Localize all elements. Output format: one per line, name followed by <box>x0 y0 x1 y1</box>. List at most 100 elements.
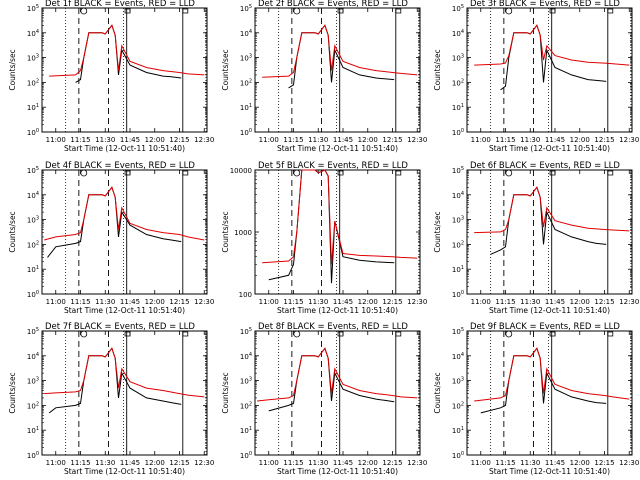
top-circle-marker <box>293 169 301 177</box>
y-tick-label: 105 <box>452 327 464 336</box>
y-tick-label: 105 <box>27 166 39 175</box>
y-tick-label: 100 <box>27 128 39 137</box>
y-tick-label: 104 <box>27 191 39 200</box>
plot-frame <box>466 330 633 456</box>
top-flag-marker <box>337 170 344 176</box>
y-tick-exponent: 3 <box>36 216 39 222</box>
chart-panel-7: Det 7f BLACK = Events, RED = LLD10010110… <box>8 322 214 476</box>
y-tick-label: 100 <box>240 128 252 137</box>
x-tick-label: 11:15 <box>283 298 303 306</box>
chart-title: Det 5f BLACK = Events, RED = LLD <box>258 161 408 171</box>
y-tick-exponent: 0 <box>461 290 464 296</box>
x-tick-label: 11:45 <box>120 459 140 467</box>
top-circle-marker <box>293 7 301 15</box>
y-tick-label: 102 <box>27 78 39 87</box>
y-axis-label: Counts/sec <box>8 372 17 413</box>
y-tick-exponent: 0 <box>461 128 464 134</box>
top-flag-marker <box>182 331 189 337</box>
x-tick-label: 11:30 <box>520 459 540 467</box>
plot-frame <box>254 7 421 133</box>
y-tick-exponent: 4 <box>36 191 39 197</box>
chart-title: Det 1f BLACK = Events, RED = LLD <box>45 0 195 9</box>
chart-panel-5: Det 5f BLACK = Events, RED = LLD 100 1000 1… <box>221 161 427 315</box>
plot-frame <box>41 169 208 295</box>
y-tick-exponent: 3 <box>461 216 464 222</box>
y-tick-label: 101 <box>27 265 39 274</box>
series-line-lld <box>44 186 205 241</box>
y-tick-exponent: 4 <box>461 191 464 197</box>
y-tick-label: 100 <box>452 128 464 137</box>
y-axis-label: Counts/sec <box>221 211 230 252</box>
x-tick-label: 11:00 <box>46 136 66 144</box>
x-axis-label: Start Time (12-Oct-11 10:51:40) <box>64 306 185 315</box>
series-line-lld <box>44 347 205 398</box>
y-tick-exponent: 2 <box>249 78 252 84</box>
x-tick-label: 11:30 <box>95 136 115 144</box>
y-tick-exponent: 3 <box>249 54 252 60</box>
x-axis-label: Start Time (12-Oct-11 10:51:40) <box>489 306 610 315</box>
x-tick-label: 12:30 <box>194 136 214 144</box>
y-tick-label: 104 <box>452 352 464 361</box>
top-flag-marker <box>124 331 131 337</box>
y-tick-label: 100 <box>452 451 464 460</box>
x-tick-label: 12:15 <box>594 298 614 306</box>
y-tick-label: 104 <box>27 29 39 38</box>
y-tick-exponent: 4 <box>249 352 252 358</box>
y-tick-label: 103 <box>240 54 252 63</box>
y-axis-label: Counts/sec <box>8 49 17 90</box>
plot-frame <box>254 330 421 456</box>
top-circle-marker <box>505 169 513 177</box>
x-tick-label: 11:15 <box>495 136 515 144</box>
y-tick-exponent: 4 <box>461 352 464 358</box>
x-tick-label: 12:00 <box>358 298 378 306</box>
x-tick-label: 12:30 <box>194 459 214 467</box>
y-tick-exponent: 0 <box>36 451 39 457</box>
y-tick-exponent: 2 <box>249 401 252 407</box>
y-tick-label: 103 <box>27 216 39 225</box>
y-tick-label: 102 <box>452 78 464 87</box>
chart-title: Det 7f BLACK = Events, RED = LLD <box>45 322 195 332</box>
y-axis-label: Counts/sec <box>221 372 230 413</box>
series-line-lld <box>49 24 205 77</box>
y-tick-label: 104 <box>27 352 39 361</box>
x-tick-label: 11:30 <box>520 136 540 144</box>
top-flag-marker <box>549 8 556 14</box>
y-tick-label: 101 <box>240 426 252 435</box>
top-flag-marker <box>182 170 189 176</box>
x-tick-label: 12:30 <box>407 459 427 467</box>
y-tick-label: 100 <box>240 451 252 460</box>
top-circle-marker <box>505 7 513 15</box>
x-tick-label: 12:15 <box>594 136 614 144</box>
x-tick-label: 12:00 <box>570 459 590 467</box>
y-tick-label: 105 <box>240 4 252 13</box>
y-tick-label: 103 <box>452 54 464 63</box>
x-tick-label: 12:15 <box>382 136 402 144</box>
x-tick-label: 12:15 <box>169 136 189 144</box>
y-tick-label: 103 <box>27 377 39 386</box>
y-axis-label: Counts/sec <box>8 211 17 252</box>
x-tick-label: 11:15 <box>495 298 515 306</box>
x-tick-label: 11:30 <box>308 136 328 144</box>
x-axis-label: Start Time (12-Oct-11 10:51:40) <box>64 144 185 153</box>
y-tick-exponent: 0 <box>249 451 252 457</box>
chart-panel-1: Det 1f BLACK = Events, RED = LLD10010110… <box>8 0 214 153</box>
x-tick-label: 11:30 <box>520 298 540 306</box>
top-flag-marker <box>607 170 614 176</box>
x-tick-label: 11:15 <box>70 459 90 467</box>
y-tick-exponent: 0 <box>461 451 464 457</box>
x-tick-label: 11:45 <box>120 298 140 306</box>
x-tick-label: 11:15 <box>283 136 303 144</box>
top-flag-marker <box>395 170 402 176</box>
y-tick-exponent: 1 <box>249 103 252 109</box>
y-tick-exponent: 4 <box>249 29 252 35</box>
top-flag-marker <box>124 170 131 176</box>
x-axis-label: Start Time (12-Oct-11 10:51:40) <box>489 144 610 153</box>
y-tick-label: 104 <box>240 29 252 38</box>
top-flag-marker <box>337 8 344 14</box>
y-tick-exponent: 2 <box>36 401 39 407</box>
x-tick-label: 12:15 <box>382 459 402 467</box>
top-flag-marker <box>337 331 344 337</box>
x-tick-label: 12:00 <box>145 298 165 306</box>
x-axis-label: Start Time (12-Oct-11 10:51:40) <box>277 144 398 153</box>
